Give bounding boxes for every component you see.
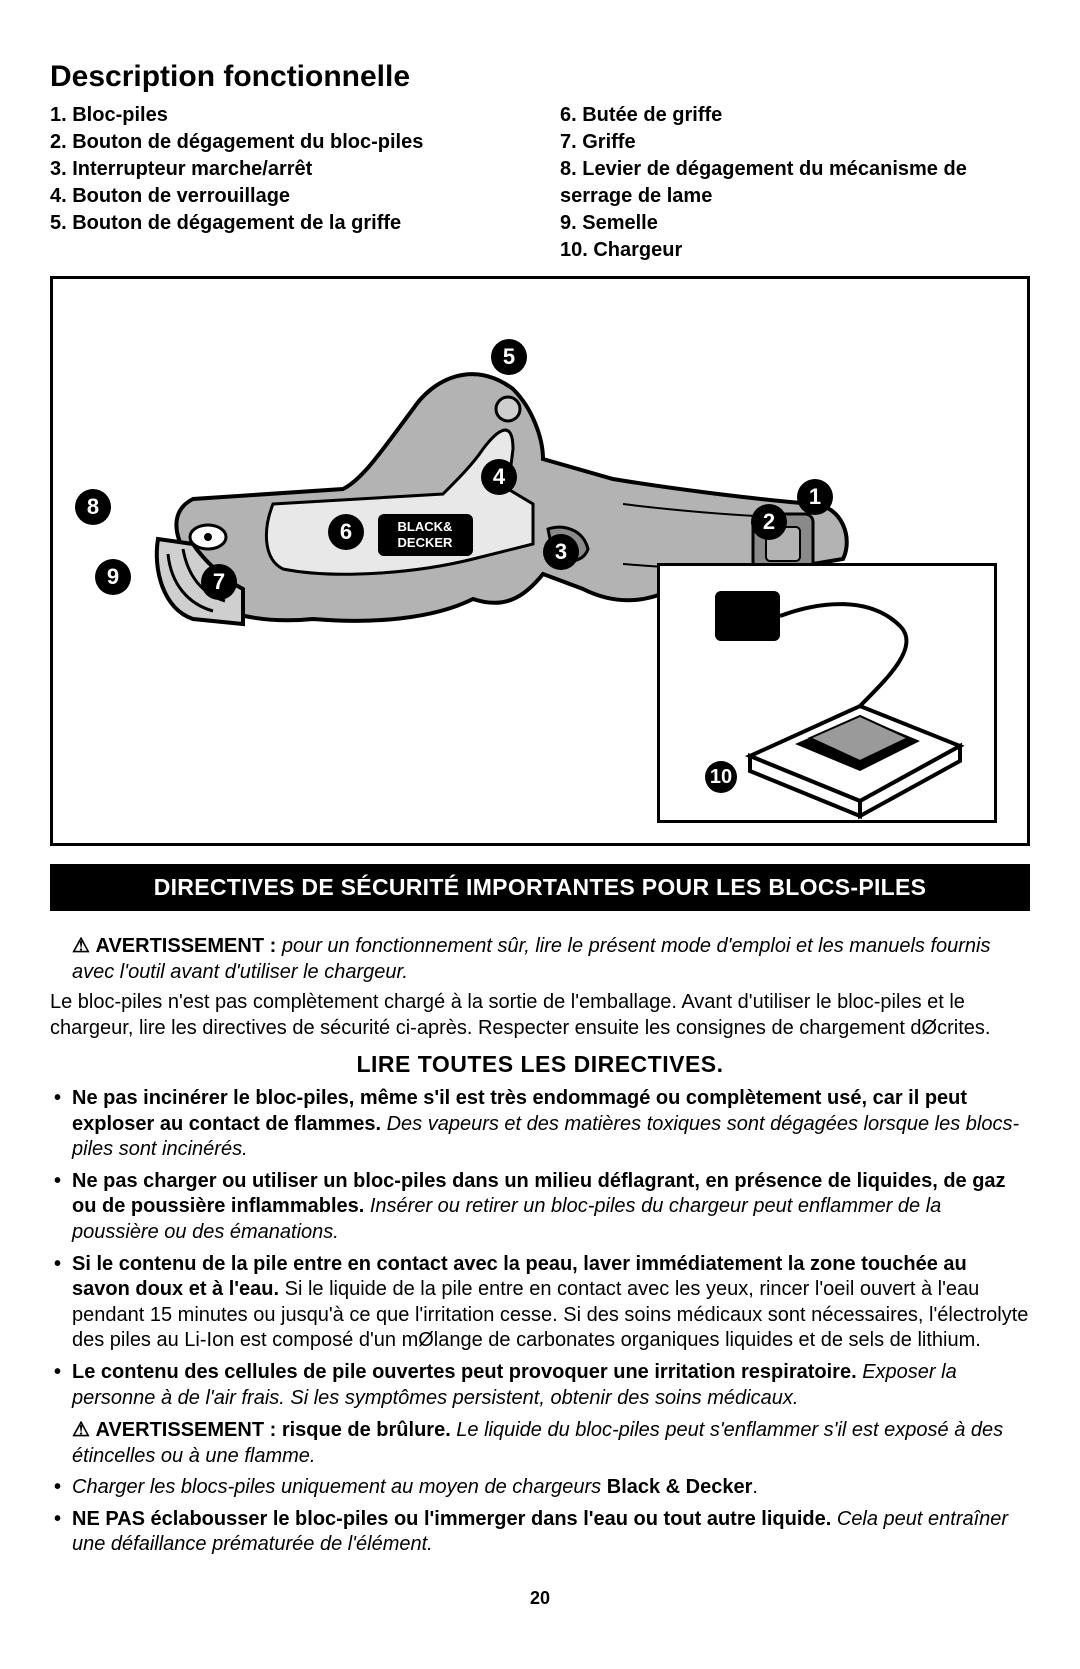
page-number: 20	[50, 1588, 1030, 1609]
callout-1: 1	[797, 479, 833, 515]
callout-8: 8	[75, 489, 111, 525]
callout-9: 9	[95, 559, 131, 595]
warning-icon: ⚠	[72, 1419, 90, 1441]
part-item: 1. Bloc-piles	[50, 102, 520, 129]
directive-item: Si le contenu de la pile entre en contac…	[50, 1252, 1030, 1354]
directive-item: Le contenu des cellules de pile ouvertes…	[50, 1360, 1030, 1411]
intro-paragraph: Le bloc-piles n'est pas complètement cha…	[50, 989, 1030, 1041]
directives-list-2: Charger les blocs-piles uniquement au mo…	[50, 1475, 1030, 1558]
warning-label: AVERTISSEMENT :	[96, 1419, 277, 1441]
part-item: 3. Interrupteur marche/arrêt	[50, 156, 520, 183]
parts-list: 1. Bloc-piles 2. Bouton de dégagement du…	[50, 102, 1030, 264]
warning-icon: ⚠	[72, 935, 90, 957]
callout-5: 5	[491, 339, 527, 375]
callout-10: 10	[705, 761, 737, 793]
svg-text:DECKER: DECKER	[398, 535, 454, 550]
directive-bold: NE PAS éclabousser le bloc-piles ou l'im…	[72, 1508, 831, 1530]
directives-list: Ne pas incinérer le bloc-piles, même s'i…	[50, 1086, 1030, 1411]
warning-bold: risque de brûlure.	[276, 1419, 450, 1441]
safety-heading-bar: DIRECTIVES DE SÉCURITÉ IMPORTANTES POUR …	[50, 864, 1030, 911]
directive-item: NE PAS éclabousser le bloc-piles ou l'im…	[50, 1507, 1030, 1558]
part-item: 4. Bouton de verrouillage	[50, 183, 520, 210]
warning-label: AVERTISSEMENT :	[96, 935, 277, 957]
part-item: 8. Levier de dégagement du mécanisme de …	[560, 156, 1030, 210]
sub-heading: LIRE TOUTES LES DIRECTIVES.	[50, 1051, 1030, 1078]
callout-6: 6	[328, 514, 364, 550]
callout-2: 2	[751, 504, 787, 540]
page-title: Description fonctionnelle	[50, 60, 1030, 94]
directive-item: Charger les blocs-piles uniquement au mo…	[50, 1475, 1030, 1501]
charger-illustration: 10	[657, 563, 997, 823]
callout-4: 4	[481, 459, 517, 495]
part-item: 5. Bouton de dégagement de la griffe	[50, 210, 520, 237]
svg-text:BLACK&: BLACK&	[398, 519, 453, 534]
part-item: 7. Griffe	[560, 129, 1030, 156]
directive-item: Ne pas incinérer le bloc-piles, même s'i…	[50, 1086, 1030, 1163]
directive-item: Ne pas charger ou utiliser un bloc-piles…	[50, 1169, 1030, 1246]
directive-bold: Black & Decker	[607, 1476, 753, 1498]
directive-italic: Charger les blocs-piles uniquement au mo…	[72, 1476, 607, 1498]
warning-1: ⚠ AVERTISSEMENT : pour un fonctionnement…	[50, 933, 1030, 985]
part-item: 9. Semelle	[560, 210, 1030, 237]
part-item: 10. Chargeur	[560, 237, 1030, 264]
product-diagram: BLACK& DECKER 5 4 8 6 1 2 3 9 7	[50, 276, 1030, 846]
directive-bold: Le contenu des cellules de pile ouvertes…	[72, 1361, 857, 1383]
parts-col-1: 1. Bloc-piles 2. Bouton de dégagement du…	[50, 102, 520, 264]
part-item: 6. Butée de griffe	[560, 102, 1030, 129]
warning-2: ⚠ AVERTISSEMENT : risque de brûlure. Le …	[50, 1417, 1030, 1469]
parts-col-2: 6. Butée de griffe 7. Griffe 8. Levier d…	[560, 102, 1030, 264]
callout-3: 3	[543, 534, 579, 570]
directive-plain: .	[752, 1476, 758, 1498]
callout-7: 7	[201, 564, 237, 600]
part-item: 2. Bouton de dégagement du bloc-piles	[50, 129, 520, 156]
